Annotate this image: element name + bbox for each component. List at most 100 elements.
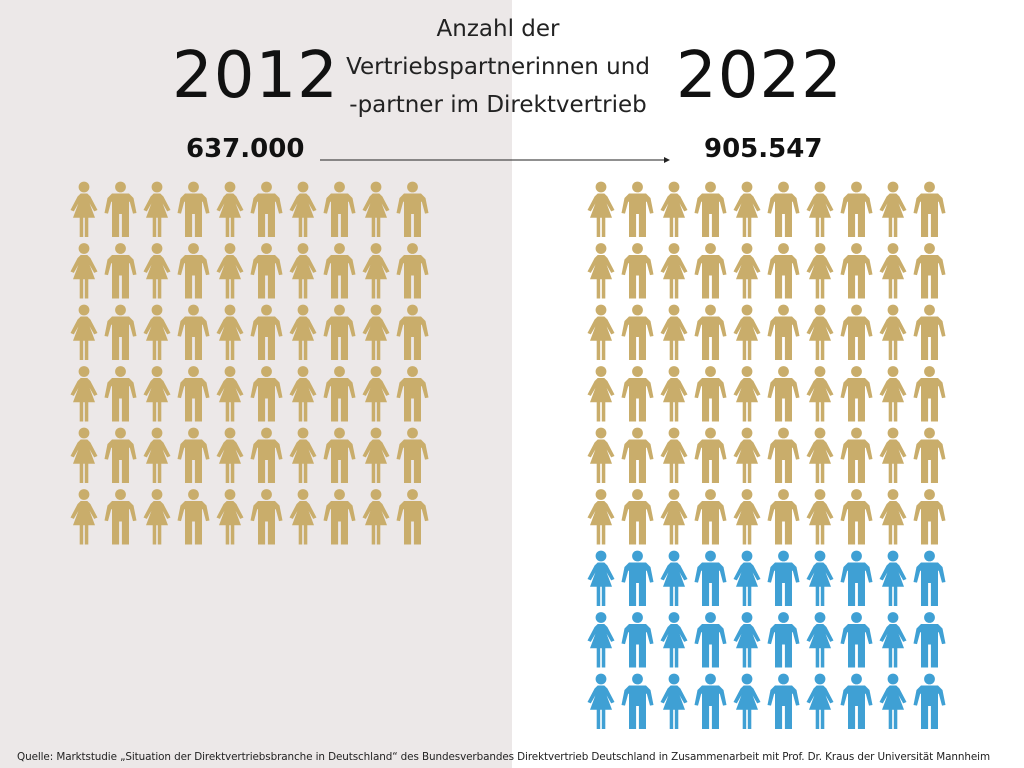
woman-icon: [879, 489, 907, 545]
man-icon: [250, 181, 283, 237]
man-icon: [621, 550, 654, 606]
woman-icon: [70, 243, 98, 299]
woman-icon: [733, 366, 761, 422]
woman-icon: [587, 427, 615, 483]
man-icon: [767, 427, 800, 483]
man-icon: [694, 612, 727, 668]
man-icon: [913, 612, 946, 668]
man-icon: [840, 673, 873, 729]
man-icon: [396, 304, 429, 360]
woman-icon: [143, 489, 171, 545]
woman-icon: [362, 366, 390, 422]
woman-icon: [733, 489, 761, 545]
man-icon: [323, 181, 356, 237]
woman-icon: [70, 489, 98, 545]
woman-icon: [806, 427, 834, 483]
woman-icon: [879, 366, 907, 422]
woman-icon: [806, 243, 834, 299]
man-icon: [621, 427, 654, 483]
man-icon: [913, 489, 946, 545]
woman-icon: [660, 366, 688, 422]
woman-icon: [289, 427, 317, 483]
value-2012-label: 637.000: [186, 134, 305, 164]
man-icon: [250, 489, 283, 545]
man-icon: [840, 427, 873, 483]
woman-icon: [216, 366, 244, 422]
man-icon: [621, 304, 654, 360]
year-2012-label: 2012: [172, 39, 339, 113]
man-icon: [913, 181, 946, 237]
woman-icon: [362, 181, 390, 237]
man-icon: [104, 243, 137, 299]
man-icon: [840, 550, 873, 606]
man-icon: [104, 181, 137, 237]
woman-icon: [70, 181, 98, 237]
woman-icon: [143, 304, 171, 360]
woman-icon: [143, 366, 171, 422]
woman-icon: [289, 366, 317, 422]
woman-icon: [289, 489, 317, 545]
man-icon: [104, 304, 137, 360]
woman-icon: [587, 304, 615, 360]
man-icon: [177, 181, 210, 237]
man-icon: [323, 304, 356, 360]
woman-icon: [289, 243, 317, 299]
woman-icon: [879, 427, 907, 483]
woman-icon: [587, 243, 615, 299]
man-icon: [104, 489, 137, 545]
man-icon: [840, 304, 873, 360]
woman-icon: [733, 243, 761, 299]
source-note: Quelle: Marktstudie „Situation der Direk…: [17, 751, 990, 763]
man-icon: [177, 489, 210, 545]
man-icon: [250, 304, 283, 360]
man-icon: [621, 489, 654, 545]
woman-icon: [806, 366, 834, 422]
woman-icon: [879, 550, 907, 606]
man-icon: [913, 243, 946, 299]
woman-icon: [879, 304, 907, 360]
woman-icon: [806, 673, 834, 729]
year-2022-label: 2022: [676, 39, 843, 113]
woman-icon: [362, 243, 390, 299]
woman-icon: [289, 304, 317, 360]
man-icon: [840, 181, 873, 237]
man-icon: [396, 243, 429, 299]
man-icon: [767, 366, 800, 422]
woman-icon: [660, 427, 688, 483]
woman-icon: [806, 550, 834, 606]
woman-icon: [806, 489, 834, 545]
woman-icon: [733, 427, 761, 483]
man-icon: [767, 489, 800, 545]
woman-icon: [143, 181, 171, 237]
woman-icon: [879, 673, 907, 729]
woman-icon: [806, 612, 834, 668]
woman-icon: [143, 427, 171, 483]
man-icon: [396, 427, 429, 483]
man-icon: [840, 243, 873, 299]
woman-icon: [733, 550, 761, 606]
woman-icon: [70, 304, 98, 360]
woman-icon: [70, 427, 98, 483]
woman-icon: [362, 489, 390, 545]
man-icon: [396, 366, 429, 422]
woman-icon: [216, 427, 244, 483]
woman-icon: [143, 243, 171, 299]
man-icon: [177, 366, 210, 422]
man-icon: [694, 243, 727, 299]
woman-icon: [879, 243, 907, 299]
man-icon: [767, 243, 800, 299]
woman-icon: [660, 612, 688, 668]
man-icon: [323, 366, 356, 422]
woman-icon: [660, 243, 688, 299]
woman-icon: [216, 243, 244, 299]
man-icon: [177, 243, 210, 299]
man-icon: [250, 427, 283, 483]
man-icon: [767, 612, 800, 668]
man-icon: [694, 673, 727, 729]
woman-icon: [587, 673, 615, 729]
man-icon: [323, 243, 356, 299]
man-icon: [913, 366, 946, 422]
man-icon: [694, 366, 727, 422]
woman-icon: [733, 304, 761, 360]
